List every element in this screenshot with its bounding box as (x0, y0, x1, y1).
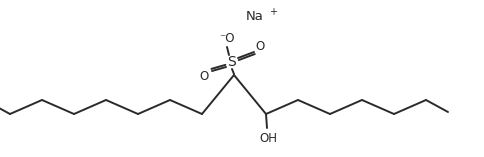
Text: O: O (199, 70, 208, 82)
Text: S: S (227, 55, 236, 69)
Text: Na: Na (245, 11, 263, 24)
Text: O: O (255, 40, 264, 52)
Text: +: + (269, 7, 276, 17)
Text: ⁻O: ⁻O (219, 32, 234, 46)
Text: OH: OH (258, 132, 276, 145)
